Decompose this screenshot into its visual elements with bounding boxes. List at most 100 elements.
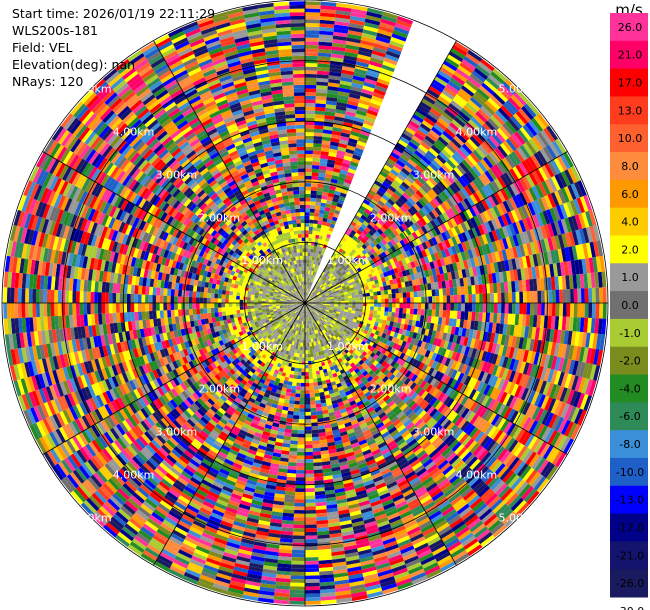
velocity-cell xyxy=(552,206,561,221)
velocity-cell xyxy=(287,462,297,467)
velocity-cell xyxy=(451,236,458,246)
velocity-cell xyxy=(362,29,378,37)
velocity-cell xyxy=(319,23,335,29)
velocity-cell xyxy=(407,158,418,168)
velocity-cell xyxy=(305,121,315,126)
velocity-cell xyxy=(292,415,300,420)
velocity-cell xyxy=(548,142,561,158)
velocity-cell xyxy=(311,299,316,302)
velocity-cell xyxy=(369,288,374,293)
velocity-cell xyxy=(312,252,316,257)
velocity-cell xyxy=(374,39,390,48)
velocity-cell xyxy=(430,219,438,229)
velocity-cell xyxy=(305,226,309,231)
velocity-cell xyxy=(327,288,331,292)
velocity-cell xyxy=(324,173,333,179)
velocity-cell xyxy=(353,251,360,257)
velocity-cell xyxy=(391,33,407,42)
velocity-cell xyxy=(320,198,327,204)
velocity-cell xyxy=(415,245,422,253)
velocity-cell xyxy=(343,257,349,262)
velocity-cell xyxy=(336,202,343,208)
velocity-cell xyxy=(599,303,604,319)
velocity-cell xyxy=(427,283,432,291)
nrays-text: NRays: 120 xyxy=(12,74,84,89)
velocity-cell xyxy=(330,288,335,292)
velocity-cell xyxy=(504,303,509,314)
velocity-cell xyxy=(481,233,489,245)
velocity-cell xyxy=(289,396,296,401)
velocity-cell xyxy=(366,309,371,314)
velocity-cell xyxy=(488,135,500,148)
velocity-cell xyxy=(381,277,386,283)
velocity-cell xyxy=(419,173,429,183)
velocity-cell xyxy=(522,218,530,232)
velocity-cell xyxy=(308,226,313,231)
velocity-cell xyxy=(430,82,444,93)
velocity-cell xyxy=(313,293,317,297)
velocity-cell xyxy=(307,281,310,286)
velocity-cell xyxy=(497,261,503,273)
velocity-cell xyxy=(477,245,485,256)
velocity-cell xyxy=(290,575,305,580)
velocity-cell xyxy=(296,466,305,471)
velocity-cell xyxy=(393,243,400,251)
velocity-cell xyxy=(410,273,416,281)
velocity-cell xyxy=(557,234,565,249)
velocity-cell xyxy=(315,285,319,289)
velocity-cell xyxy=(345,148,355,155)
velocity-cell xyxy=(421,249,428,258)
velocity-cell xyxy=(407,141,419,151)
velocity-cell xyxy=(465,102,478,114)
velocity-cell xyxy=(392,29,408,39)
velocity-cell xyxy=(454,151,465,162)
velocity-cell xyxy=(429,188,438,198)
velocity-cell xyxy=(562,303,567,317)
velocity-cell xyxy=(454,234,462,245)
velocity-cell xyxy=(382,223,389,231)
velocity-cell xyxy=(309,219,314,224)
velocity-cell xyxy=(352,226,359,233)
velocity-cell xyxy=(318,48,332,54)
velocity-cell xyxy=(398,271,404,278)
velocity-cell xyxy=(557,219,565,235)
velocity-cell xyxy=(412,181,421,190)
velocity-cell xyxy=(312,161,320,166)
velocity-cell xyxy=(491,180,501,193)
velocity-cell xyxy=(519,177,529,191)
velocity-cell xyxy=(508,223,516,236)
velocity-cell xyxy=(379,263,385,269)
velocity-cell xyxy=(306,339,310,343)
velocity-cell xyxy=(440,178,450,189)
velocity-cell xyxy=(450,303,455,311)
velocity-cell xyxy=(310,197,317,202)
velocity-cell xyxy=(381,298,385,303)
velocity-cell xyxy=(446,310,451,319)
velocity-cell xyxy=(369,102,381,110)
velocity-cell xyxy=(429,261,435,270)
velocity-cell xyxy=(310,274,313,279)
velocity-cell xyxy=(313,271,317,276)
velocity-cell xyxy=(308,277,311,282)
velocity-cell xyxy=(461,232,468,242)
velocity-cell xyxy=(510,151,522,165)
velocity-cell xyxy=(546,209,554,224)
velocity-cell xyxy=(347,100,359,107)
velocity-cell xyxy=(439,213,447,224)
velocity-cell xyxy=(306,263,310,267)
velocity-cell xyxy=(323,184,330,190)
velocity-cell xyxy=(327,159,336,165)
velocity-cell xyxy=(522,291,527,303)
velocity-cell xyxy=(555,303,560,317)
velocity-cell xyxy=(492,92,506,106)
velocity-cell xyxy=(379,286,385,292)
velocity-cell xyxy=(396,173,406,182)
velocity-cell xyxy=(502,102,516,116)
velocity-cell xyxy=(293,374,298,379)
velocity-cell xyxy=(409,138,421,148)
velocity-cell xyxy=(305,575,320,580)
velocity-cell xyxy=(475,293,480,303)
velocity-cell xyxy=(413,260,420,268)
velocity-cell xyxy=(348,246,354,252)
velocity-cell xyxy=(357,262,363,268)
